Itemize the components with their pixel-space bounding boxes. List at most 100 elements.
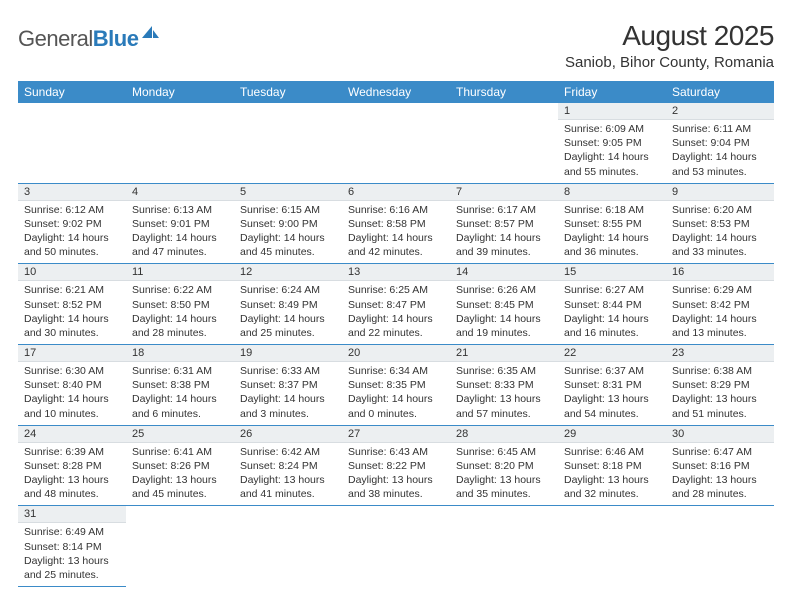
- day-number: 10: [18, 264, 126, 281]
- day-number: 28: [450, 426, 558, 443]
- day-content: Sunrise: 6:38 AMSunset: 8:29 PMDaylight:…: [666, 362, 774, 425]
- day-number: 22: [558, 345, 666, 362]
- day-content: Sunrise: 6:26 AMSunset: 8:45 PMDaylight:…: [450, 281, 558, 344]
- calendar-week-row: 17Sunrise: 6:30 AMSunset: 8:40 PMDayligh…: [18, 345, 774, 426]
- day-content: Sunrise: 6:25 AMSunset: 8:47 PMDaylight:…: [342, 281, 450, 344]
- weekday-header: Sunday: [18, 81, 126, 103]
- day-content: Sunrise: 6:15 AMSunset: 9:00 PMDaylight:…: [234, 201, 342, 264]
- day-number: 13: [342, 264, 450, 281]
- calendar-day-cell: 13Sunrise: 6:25 AMSunset: 8:47 PMDayligh…: [342, 264, 450, 345]
- day-number: 29: [558, 426, 666, 443]
- calendar-day-cell: 7Sunrise: 6:17 AMSunset: 8:57 PMDaylight…: [450, 183, 558, 264]
- day-number: 5: [234, 184, 342, 201]
- weekday-header: Friday: [558, 81, 666, 103]
- day-number: 6: [342, 184, 450, 201]
- calendar-day-cell: [558, 506, 666, 587]
- calendar-day-cell: 16Sunrise: 6:29 AMSunset: 8:42 PMDayligh…: [666, 264, 774, 345]
- calendar-day-cell: 18Sunrise: 6:31 AMSunset: 8:38 PMDayligh…: [126, 345, 234, 426]
- day-number: 11: [126, 264, 234, 281]
- calendar-day-cell: 20Sunrise: 6:34 AMSunset: 8:35 PMDayligh…: [342, 345, 450, 426]
- day-content: Sunrise: 6:35 AMSunset: 8:33 PMDaylight:…: [450, 362, 558, 425]
- calendar-day-cell: 10Sunrise: 6:21 AMSunset: 8:52 PMDayligh…: [18, 264, 126, 345]
- calendar-day-cell: [450, 506, 558, 587]
- day-content: Sunrise: 6:47 AMSunset: 8:16 PMDaylight:…: [666, 443, 774, 506]
- day-content: Sunrise: 6:24 AMSunset: 8:49 PMDaylight:…: [234, 281, 342, 344]
- calendar-day-cell: 31Sunrise: 6:49 AMSunset: 8:14 PMDayligh…: [18, 506, 126, 587]
- calendar-day-cell: 6Sunrise: 6:16 AMSunset: 8:58 PMDaylight…: [342, 183, 450, 264]
- day-content: Sunrise: 6:41 AMSunset: 8:26 PMDaylight:…: [126, 443, 234, 506]
- day-number: 26: [234, 426, 342, 443]
- day-number: 21: [450, 345, 558, 362]
- calendar-day-cell: 8Sunrise: 6:18 AMSunset: 8:55 PMDaylight…: [558, 183, 666, 264]
- calendar-week-row: 10Sunrise: 6:21 AMSunset: 8:52 PMDayligh…: [18, 264, 774, 345]
- calendar-day-cell: [342, 506, 450, 587]
- day-number: 25: [126, 426, 234, 443]
- weekday-header: Wednesday: [342, 81, 450, 103]
- title-block: August 2025 Saniob, Bihor County, Romani…: [565, 20, 774, 71]
- day-content: Sunrise: 6:13 AMSunset: 9:01 PMDaylight:…: [126, 201, 234, 264]
- day-content: Sunrise: 6:34 AMSunset: 8:35 PMDaylight:…: [342, 362, 450, 425]
- day-number: 27: [342, 426, 450, 443]
- day-content: Sunrise: 6:43 AMSunset: 8:22 PMDaylight:…: [342, 443, 450, 506]
- day-content: Sunrise: 6:18 AMSunset: 8:55 PMDaylight:…: [558, 201, 666, 264]
- month-title: August 2025: [565, 20, 774, 52]
- day-content: Sunrise: 6:33 AMSunset: 8:37 PMDaylight:…: [234, 362, 342, 425]
- day-number: 12: [234, 264, 342, 281]
- weekday-header-row: Sunday Monday Tuesday Wednesday Thursday…: [18, 81, 774, 103]
- day-content: Sunrise: 6:46 AMSunset: 8:18 PMDaylight:…: [558, 443, 666, 506]
- calendar-day-cell: 2Sunrise: 6:11 AMSunset: 9:04 PMDaylight…: [666, 103, 774, 183]
- calendar-page: GeneralBlue August 2025 Saniob, Bihor Co…: [0, 0, 792, 607]
- calendar-day-cell: 14Sunrise: 6:26 AMSunset: 8:45 PMDayligh…: [450, 264, 558, 345]
- calendar-day-cell: 12Sunrise: 6:24 AMSunset: 8:49 PMDayligh…: [234, 264, 342, 345]
- logo: GeneralBlue: [18, 20, 160, 58]
- calendar-day-cell: [126, 103, 234, 183]
- day-content: Sunrise: 6:12 AMSunset: 9:02 PMDaylight:…: [18, 201, 126, 264]
- calendar-day-cell: [450, 103, 558, 183]
- calendar-day-cell: 17Sunrise: 6:30 AMSunset: 8:40 PMDayligh…: [18, 345, 126, 426]
- calendar-day-cell: 27Sunrise: 6:43 AMSunset: 8:22 PMDayligh…: [342, 425, 450, 506]
- calendar-day-cell: 24Sunrise: 6:39 AMSunset: 8:28 PMDayligh…: [18, 425, 126, 506]
- day-content: Sunrise: 6:37 AMSunset: 8:31 PMDaylight:…: [558, 362, 666, 425]
- day-content: Sunrise: 6:22 AMSunset: 8:50 PMDaylight:…: [126, 281, 234, 344]
- logo-sail-icon: [140, 20, 160, 46]
- calendar-day-cell: [234, 506, 342, 587]
- calendar-day-cell: [342, 103, 450, 183]
- calendar-week-row: 24Sunrise: 6:39 AMSunset: 8:28 PMDayligh…: [18, 425, 774, 506]
- calendar-day-cell: [18, 103, 126, 183]
- calendar-day-cell: 22Sunrise: 6:37 AMSunset: 8:31 PMDayligh…: [558, 345, 666, 426]
- logo-text-blue: Blue: [93, 26, 139, 52]
- day-content: Sunrise: 6:29 AMSunset: 8:42 PMDaylight:…: [666, 281, 774, 344]
- calendar-day-cell: 3Sunrise: 6:12 AMSunset: 9:02 PMDaylight…: [18, 183, 126, 264]
- calendar-week-row: 3Sunrise: 6:12 AMSunset: 9:02 PMDaylight…: [18, 183, 774, 264]
- day-number: 18: [126, 345, 234, 362]
- calendar-table: Sunday Monday Tuesday Wednesday Thursday…: [18, 81, 774, 587]
- day-content: Sunrise: 6:11 AMSunset: 9:04 PMDaylight:…: [666, 120, 774, 183]
- day-content: Sunrise: 6:17 AMSunset: 8:57 PMDaylight:…: [450, 201, 558, 264]
- day-content: Sunrise: 6:30 AMSunset: 8:40 PMDaylight:…: [18, 362, 126, 425]
- day-number: 14: [450, 264, 558, 281]
- day-content: Sunrise: 6:27 AMSunset: 8:44 PMDaylight:…: [558, 281, 666, 344]
- day-number: 30: [666, 426, 774, 443]
- calendar-day-cell: 5Sunrise: 6:15 AMSunset: 9:00 PMDaylight…: [234, 183, 342, 264]
- day-number: 19: [234, 345, 342, 362]
- logo-text-general: General: [18, 26, 93, 52]
- day-content: Sunrise: 6:16 AMSunset: 8:58 PMDaylight:…: [342, 201, 450, 264]
- calendar-day-cell: 30Sunrise: 6:47 AMSunset: 8:16 PMDayligh…: [666, 425, 774, 506]
- day-number: 4: [126, 184, 234, 201]
- calendar-day-cell: [234, 103, 342, 183]
- day-number: 1: [558, 103, 666, 120]
- day-number: 20: [342, 345, 450, 362]
- calendar-day-cell: 23Sunrise: 6:38 AMSunset: 8:29 PMDayligh…: [666, 345, 774, 426]
- day-number: 24: [18, 426, 126, 443]
- day-number: 23: [666, 345, 774, 362]
- calendar-body: 1Sunrise: 6:09 AMSunset: 9:05 PMDaylight…: [18, 103, 774, 587]
- location-text: Saniob, Bihor County, Romania: [565, 54, 774, 71]
- calendar-day-cell: 26Sunrise: 6:42 AMSunset: 8:24 PMDayligh…: [234, 425, 342, 506]
- day-number: 9: [666, 184, 774, 201]
- calendar-day-cell: 4Sunrise: 6:13 AMSunset: 9:01 PMDaylight…: [126, 183, 234, 264]
- calendar-day-cell: 9Sunrise: 6:20 AMSunset: 8:53 PMDaylight…: [666, 183, 774, 264]
- day-content: Sunrise: 6:49 AMSunset: 8:14 PMDaylight:…: [18, 523, 126, 586]
- day-number: 3: [18, 184, 126, 201]
- calendar-day-cell: 15Sunrise: 6:27 AMSunset: 8:44 PMDayligh…: [558, 264, 666, 345]
- calendar-day-cell: 1Sunrise: 6:09 AMSunset: 9:05 PMDaylight…: [558, 103, 666, 183]
